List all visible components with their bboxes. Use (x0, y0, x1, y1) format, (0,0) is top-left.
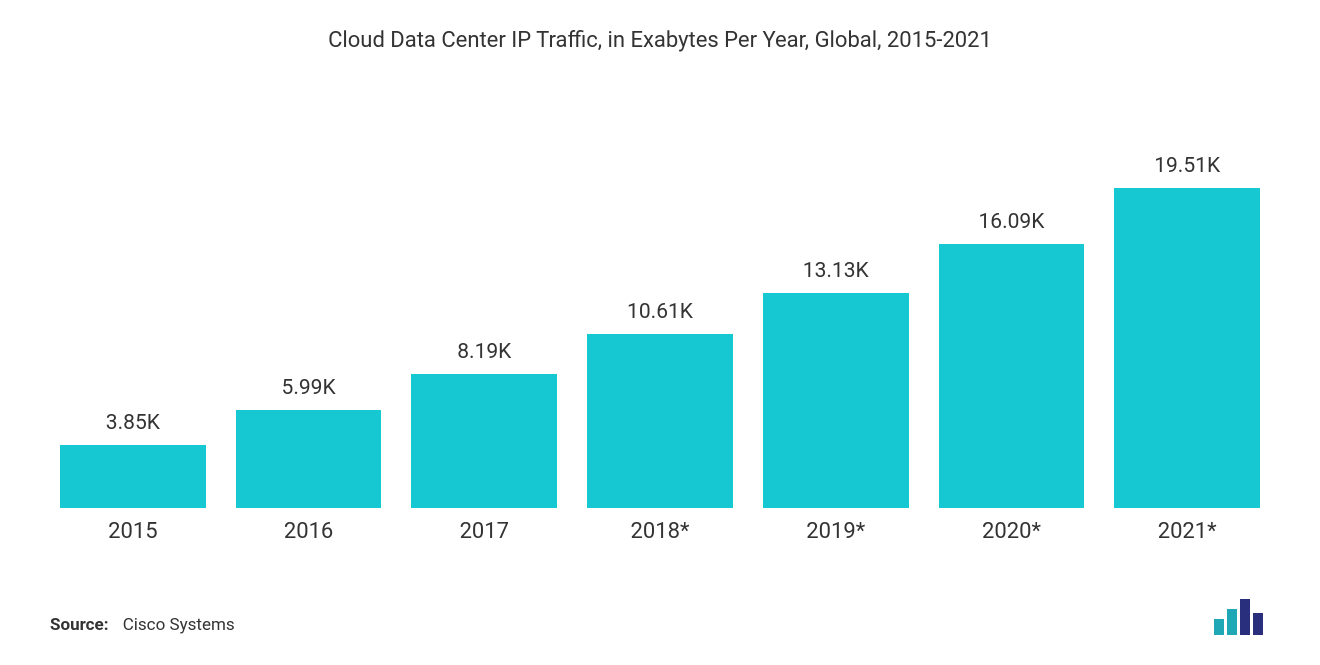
chart-container: Cloud Data Center IP Traffic, in Exabyte… (0, 0, 1320, 665)
bar-group: 10.61K (587, 93, 733, 508)
bar-group: 16.09K (939, 93, 1085, 508)
bar-group: 19.51K (1114, 93, 1260, 508)
x-tick-label: 2018* (587, 519, 733, 544)
bar-value-label: 13.13K (803, 259, 869, 283)
chart-title: Cloud Data Center IP Traffic, in Exabyte… (50, 28, 1270, 53)
source-line: Source: Cisco Systems (50, 615, 235, 635)
x-tick-label: 2016 (236, 519, 382, 544)
bar (1114, 188, 1260, 508)
x-axis: 2015 2016 2017 2018* 2019* 2020* 2021* (50, 519, 1270, 544)
bar-value-label: 16.09K (978, 210, 1044, 234)
bar-group: 5.99K (236, 93, 382, 508)
bar-value-label: 19.51K (1154, 154, 1220, 178)
bar-group: 13.13K (763, 93, 909, 508)
source-text: Cisco Systems (123, 615, 235, 635)
bar-group: 8.19K (411, 93, 557, 508)
bar-value-label: 3.85K (106, 411, 160, 435)
x-tick-label: 2019* (763, 519, 909, 544)
bar (236, 410, 382, 508)
bar-value-label: 8.19K (457, 340, 511, 364)
x-tick-label: 2015 (60, 519, 206, 544)
footer-row: Source: Cisco Systems (50, 599, 1270, 635)
bar (411, 374, 557, 508)
x-tick-label: 2021* (1114, 519, 1260, 544)
bar-value-label: 5.99K (282, 376, 336, 400)
source-prefix: Source: (50, 615, 108, 635)
bar (60, 445, 206, 508)
bar-group: 3.85K (60, 93, 206, 508)
bar (587, 334, 733, 508)
x-tick-label: 2017 (411, 519, 557, 544)
x-tick-label: 2020* (939, 519, 1085, 544)
brand-logo-icon (1214, 599, 1270, 635)
bar (939, 244, 1085, 508)
bar (763, 293, 909, 508)
bar-value-label: 10.61K (627, 300, 693, 324)
plot-area: 3.85K 5.99K 8.19K 10.61K 13.13K 16.09K 19.51K (50, 93, 1270, 509)
